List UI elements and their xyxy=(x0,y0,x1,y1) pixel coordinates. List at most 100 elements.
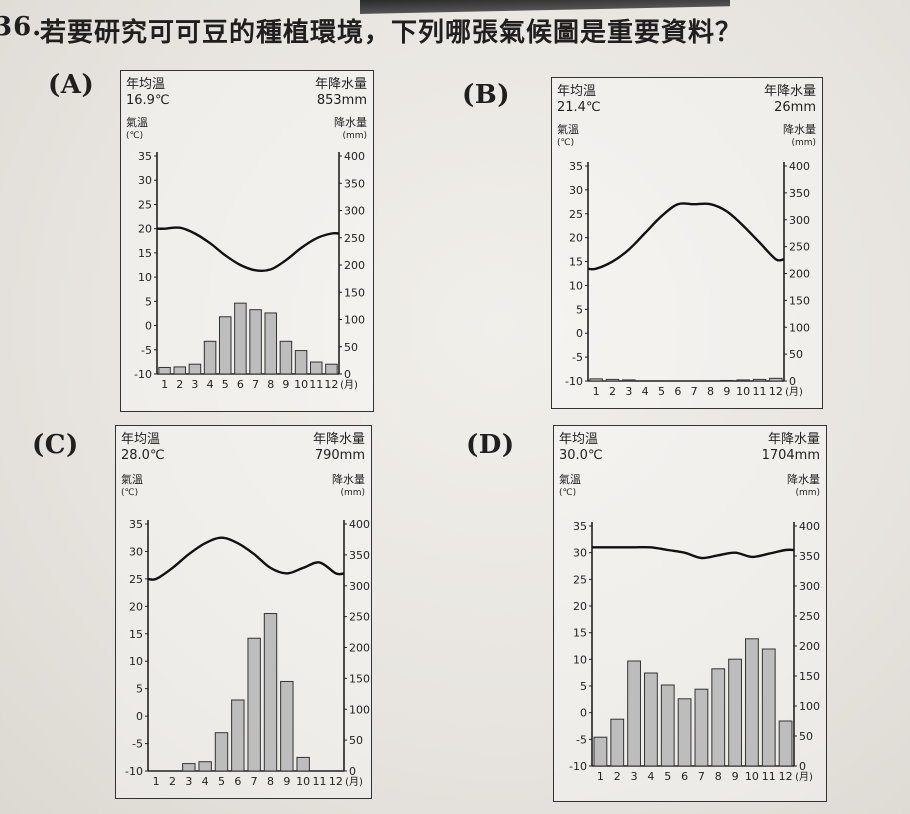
temp-tick-label: 25 xyxy=(573,573,587,586)
temp-tick-label: 25 xyxy=(129,573,143,586)
temp-tick-label: 0 xyxy=(136,710,143,723)
temp-tick-label: 0 xyxy=(580,707,587,720)
temperature-line xyxy=(147,536,345,581)
rain-tick-label: 300 xyxy=(789,214,810,227)
chart-plot-d: 35302520151050-5-10400350300250200150100… xyxy=(569,520,820,783)
temp-tick-label: 10 xyxy=(138,271,152,284)
option-label-c[interactable]: (C) xyxy=(32,430,79,460)
temp-tick-label: 10 xyxy=(573,653,587,666)
rain-bar xyxy=(589,378,603,382)
rain-tick-label: 100 xyxy=(349,703,370,716)
rain-tick-label: 0 xyxy=(789,375,796,388)
month-tick-label: 12 xyxy=(779,770,793,783)
rain-bar xyxy=(182,763,196,772)
month-tick-label: 1 xyxy=(161,378,168,391)
rain-bar xyxy=(173,366,187,375)
temp-axis-unit: (℃) xyxy=(121,488,139,498)
rain-bar xyxy=(778,720,793,767)
rain-bar xyxy=(728,658,742,767)
rain-tick-label: 50 xyxy=(349,734,363,747)
temp-tick-label: 15 xyxy=(569,256,583,269)
temp-tick-label: 30 xyxy=(129,545,143,558)
month-tick-label: 7 xyxy=(251,775,258,788)
temp-tick-label: -5 xyxy=(572,351,583,364)
temp-tick-label: 20 xyxy=(573,600,587,613)
annual-rain-value: 853mm xyxy=(316,93,367,108)
temp-tick-label: 5 xyxy=(136,683,143,696)
rain-bar xyxy=(247,637,261,772)
month-unit-label: (月) xyxy=(345,776,363,788)
rain-axis-label: 降水量 xyxy=(783,123,816,136)
rain-tick-label: 0 xyxy=(799,760,806,773)
rain-tick-label: 300 xyxy=(799,580,820,593)
option-label-a[interactable]: (A) xyxy=(48,70,95,100)
temp-axis-label: 氣溫 xyxy=(559,473,581,486)
rain-bar xyxy=(249,309,262,375)
month-tick-label: 5 xyxy=(664,770,671,783)
rain-bar xyxy=(677,698,692,767)
month-tick-label: 8 xyxy=(267,775,274,788)
month-tick-label: 7 xyxy=(252,378,259,391)
month-tick-label: 3 xyxy=(191,378,198,391)
option-label-d[interactable]: (D) xyxy=(466,430,515,460)
month-tick-label: 8 xyxy=(267,378,274,391)
mean-temp-value: 21.4℃ xyxy=(557,100,601,115)
temp-tick-label: 25 xyxy=(569,208,583,221)
month-tick-label: 9 xyxy=(732,770,739,783)
rain-bar xyxy=(280,680,294,772)
temp-tick-label: 5 xyxy=(145,295,152,308)
rain-bar xyxy=(627,660,641,767)
rain-tick-label: 50 xyxy=(799,730,813,743)
annual-rain-title: 年降水量 xyxy=(314,77,367,92)
rain-tick-label: 150 xyxy=(344,286,365,299)
month-tick-label: 6 xyxy=(674,385,681,398)
temp-tick-label: -5 xyxy=(576,733,587,746)
temp-tick-label: 5 xyxy=(580,680,587,693)
month-tick-label: 3 xyxy=(625,385,632,398)
rain-axis-label: 降水量 xyxy=(334,116,367,129)
chart-plot-c: 35302520151050-5-10400350300250200150100… xyxy=(125,518,370,788)
month-tick-label: 10 xyxy=(294,378,308,391)
rain-bar xyxy=(158,366,171,375)
temp-tick-label: 30 xyxy=(569,184,583,197)
rain-tick-label: 250 xyxy=(344,232,365,245)
rain-axis-unit: (mm) xyxy=(791,138,816,148)
rain-tick-label: 150 xyxy=(789,294,810,307)
rain-bar xyxy=(644,672,658,767)
mean-temp-value: 30.0℃ xyxy=(559,448,603,463)
temp-tick-label: 15 xyxy=(138,247,152,260)
rain-tick-label: 200 xyxy=(349,642,370,655)
month-tick-label: 10 xyxy=(736,385,750,398)
month-unit-label: (月) xyxy=(785,386,803,398)
chart-plot-a: 35302520151050-5-10400350300250200150100… xyxy=(134,150,365,391)
rain-bar xyxy=(203,340,217,375)
rain-tick-label: 100 xyxy=(344,314,365,327)
mean-temp-title: 年均溫 xyxy=(126,77,166,92)
rain-tick-label: 250 xyxy=(789,241,810,254)
rain-axis-label: 降水量 xyxy=(787,473,820,486)
rain-tick-label: 200 xyxy=(799,640,820,653)
climate-chart-c: 年均溫 28.0℃ 氣溫 (℃) 年降水量 790mm 降水量 (mm) 35 3… xyxy=(115,425,372,799)
temp-tick-label: 35 xyxy=(573,520,587,533)
annual-rain-title: 年降水量 xyxy=(763,84,816,99)
rain-tick-label: 300 xyxy=(349,580,370,593)
temp-tick-label: -10 xyxy=(569,760,587,773)
rain-tick-label: 350 xyxy=(789,187,810,200)
temp-axis-label: 氣溫 xyxy=(121,473,143,486)
month-unit-label: (月) xyxy=(340,379,358,391)
rain-bar xyxy=(610,718,625,767)
option-label-b[interactable]: (B) xyxy=(462,80,511,110)
temp-tick-label: 0 xyxy=(576,327,583,340)
annual-rain-value: 790mm xyxy=(314,448,365,463)
rain-tick-label: 400 xyxy=(799,520,820,533)
month-tick-label: 8 xyxy=(715,770,722,783)
rain-bar xyxy=(309,361,323,375)
rain-tick-label: 0 xyxy=(349,765,356,778)
rain-bar xyxy=(752,378,767,382)
month-tick-label: 5 xyxy=(218,775,225,788)
rain-bar xyxy=(264,312,278,375)
mean-temp-value: 16.9℃ xyxy=(126,93,170,108)
month-tick-label: 11 xyxy=(309,378,323,391)
temp-tick-label: 30 xyxy=(573,547,587,560)
annual-rain-value: 26mm xyxy=(774,100,816,115)
